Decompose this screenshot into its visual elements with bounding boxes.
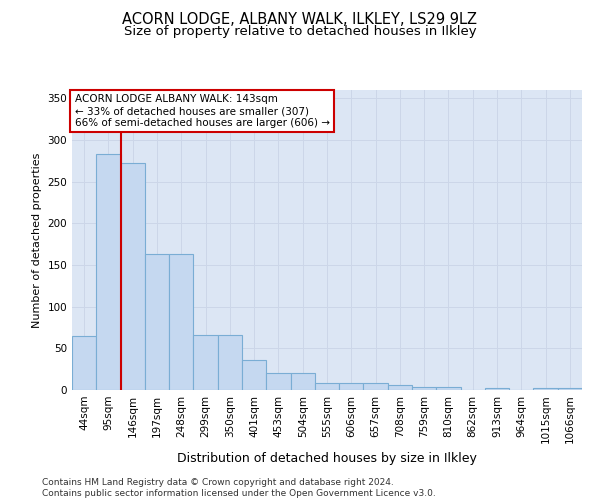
Bar	[72, 336, 96, 390]
Bar	[266, 374, 290, 390]
Bar	[218, 335, 242, 390]
Bar	[558, 388, 582, 390]
Text: Size of property relative to detached houses in Ilkley: Size of property relative to detached ho…	[124, 25, 476, 38]
Bar	[339, 382, 364, 390]
Bar	[533, 388, 558, 390]
Bar	[121, 164, 145, 390]
Bar	[96, 154, 121, 390]
Bar	[388, 385, 412, 390]
Text: ACORN LODGE ALBANY WALK: 143sqm
← 33% of detached houses are smaller (307)
66% o: ACORN LODGE ALBANY WALK: 143sqm ← 33% of…	[74, 94, 329, 128]
X-axis label: Distribution of detached houses by size in Ilkley: Distribution of detached houses by size …	[177, 452, 477, 465]
Bar	[412, 386, 436, 390]
Bar	[364, 382, 388, 390]
Bar	[145, 254, 169, 390]
Bar	[315, 384, 339, 390]
Y-axis label: Number of detached properties: Number of detached properties	[32, 152, 42, 328]
Bar	[242, 360, 266, 390]
Bar	[169, 254, 193, 390]
Text: ACORN LODGE, ALBANY WALK, ILKLEY, LS29 9LZ: ACORN LODGE, ALBANY WALK, ILKLEY, LS29 9…	[122, 12, 478, 28]
Bar	[485, 388, 509, 390]
Bar	[290, 374, 315, 390]
Text: Contains HM Land Registry data © Crown copyright and database right 2024.
Contai: Contains HM Land Registry data © Crown c…	[42, 478, 436, 498]
Bar	[436, 386, 461, 390]
Bar	[193, 335, 218, 390]
